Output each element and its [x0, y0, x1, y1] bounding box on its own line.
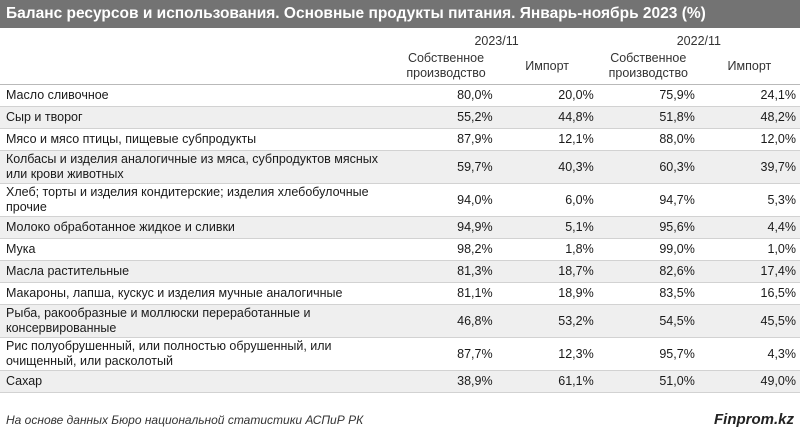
own-production-2022-value: 94,7%	[597, 183, 699, 217]
product-name: Молоко обработанное жидкое и сливки	[0, 216, 396, 239]
product-name: Мясо и мясо птицы, пищевые субпродукты	[0, 128, 396, 151]
own-production-2023-value: 98,2%	[395, 238, 497, 261]
table-row: Сыр и творог 55,2% 44,8% 51,8% 48,2%	[0, 106, 800, 129]
import-2022-value: 48,2%	[698, 106, 800, 129]
import-2022-value: 45,5%	[698, 304, 800, 338]
own-production-2023-value: 87,7%	[395, 337, 497, 371]
period-header-row: 2023/11 2022/11	[0, 28, 800, 48]
product-name: Сыр и творог	[0, 106, 396, 129]
source-note: На основе данных Бюро национальной стати…	[6, 413, 364, 427]
own-production-2022-value: 60,3%	[597, 150, 699, 184]
import-2023-value: 20,0%	[496, 84, 598, 107]
own-production-2023-value: 80,0%	[395, 84, 497, 107]
footer: На основе данных Бюро национальной стати…	[0, 410, 800, 432]
import-2023-value: 40,3%	[496, 150, 598, 184]
import-2023-value: 18,9%	[496, 282, 598, 305]
import-2023-value: 1,8%	[496, 238, 598, 261]
own-production-2022-value: 82,6%	[597, 260, 699, 283]
table-row: Сахар 38,9% 61,1% 51,0% 49,0%	[0, 370, 800, 393]
table-row: Молоко обработанное жидкое и сливки 94,9%…	[0, 216, 800, 239]
import-2023-value: 12,3%	[496, 337, 598, 371]
import-2023-value: 5,1%	[496, 216, 598, 239]
import-2023-value: 18,7%	[496, 260, 598, 283]
subheader-own-production-2022: Собственное производство	[597, 48, 699, 85]
product-name: Хлеб; торты и изделия кондитерские; изде…	[0, 183, 396, 217]
table-row: Масло сливочное 80,0% 20,0% 75,9% 24,1%	[0, 84, 800, 107]
period-header-2022: 2022/11	[676, 34, 721, 48]
product-name: Масло сливочное	[0, 84, 396, 107]
table-row: Мясо и мясо птицы, пищевые субпродукты 87…	[0, 128, 800, 151]
import-2022-value: 49,0%	[698, 370, 800, 393]
product-name: Макароны, лапша, кускус и изделия мучные…	[0, 282, 396, 305]
import-2023-value: 61,1%	[496, 370, 598, 393]
table-row: Рис полуобрушенный, или полностью обруше…	[0, 337, 800, 371]
import-2022-value: 16,5%	[698, 282, 800, 305]
data-table: 2023/11 2022/11 Собственное производство…	[0, 28, 800, 393]
product-name: Масла растительные	[0, 260, 396, 283]
product-name: Сахар	[0, 370, 396, 393]
table-row: Мука 98,2% 1,8% 99,0% 1,0%	[0, 238, 800, 261]
table-row: Рыба, ракообразные и моллюски переработа…	[0, 304, 800, 338]
own-production-2022-value: 88,0%	[597, 128, 699, 151]
import-2023-value: 53,2%	[496, 304, 598, 338]
own-production-2022-value: 75,9%	[597, 84, 699, 107]
own-production-2022-value: 95,6%	[597, 216, 699, 239]
brand-logo: Finprom.kz	[713, 411, 794, 428]
product-name: Мука	[0, 238, 396, 261]
table-row: Хлеб; торты и изделия кондитерские; изде…	[0, 183, 800, 217]
import-2022-value: 12,0%	[698, 128, 800, 151]
subheader-import-2022: Импорт	[698, 48, 800, 85]
own-production-2022-value: 95,7%	[597, 337, 699, 371]
own-production-2023-value: 81,1%	[395, 282, 497, 305]
import-2022-value: 17,4%	[698, 260, 800, 283]
own-production-2022-value: 51,0%	[597, 370, 699, 393]
own-production-2022-value: 54,5%	[597, 304, 699, 338]
own-production-2023-value: 38,9%	[395, 370, 497, 393]
product-name: Рис полуобрушенный, или полностью обруше…	[0, 337, 396, 371]
table-title: Баланс ресурсов и использования. Основны…	[0, 0, 800, 28]
subheader-own-production-2023: Собственное производство	[395, 48, 497, 85]
own-production-2023-value: 87,9%	[395, 128, 497, 151]
import-2022-value: 1,0%	[698, 238, 800, 261]
own-production-2022-value: 99,0%	[597, 238, 699, 261]
subheader-import-2023: Импорт	[496, 48, 598, 85]
table-row: Масла растительные 81,3% 18,7% 82,6% 17,4%	[0, 260, 800, 283]
own-production-2023-value: 94,0%	[395, 183, 497, 217]
period-header-2023: 2023/11	[474, 34, 519, 48]
import-2022-value: 5,3%	[698, 183, 800, 217]
table-row: Макароны, лапша, кускус и изделия мучные…	[0, 282, 800, 305]
import-2023-value: 12,1%	[496, 128, 598, 151]
product-name: Колбасы и изделия аналогичные из мяса, с…	[0, 150, 396, 184]
import-2022-value: 4,4%	[698, 216, 800, 239]
own-production-2023-value: 81,3%	[395, 260, 497, 283]
import-2022-value: 24,1%	[698, 84, 800, 107]
own-production-2022-value: 51,8%	[597, 106, 699, 129]
product-name: Рыба, ракообразные и моллюски переработа…	[0, 304, 396, 338]
import-2022-value: 39,7%	[698, 150, 800, 184]
product-column-header	[0, 28, 395, 48]
table-row: Колбасы и изделия аналогичные из мяса, с…	[0, 150, 800, 184]
import-2023-value: 44,8%	[496, 106, 598, 129]
subheader-row: Собственное производство Импорт Собствен…	[0, 48, 800, 85]
own-production-2023-value: 94,9%	[395, 216, 497, 239]
import-2023-value: 6,0%	[496, 183, 598, 217]
own-production-2023-value: 59,7%	[395, 150, 497, 184]
own-production-2023-value: 46,8%	[395, 304, 497, 338]
own-production-2022-value: 83,5%	[597, 282, 699, 305]
import-2022-value: 4,3%	[698, 337, 800, 371]
table-body: Масло сливочное 80,0% 20,0% 75,9% 24,1% Сыр и…	[0, 84, 800, 393]
own-production-2023-value: 55,2%	[395, 106, 497, 129]
